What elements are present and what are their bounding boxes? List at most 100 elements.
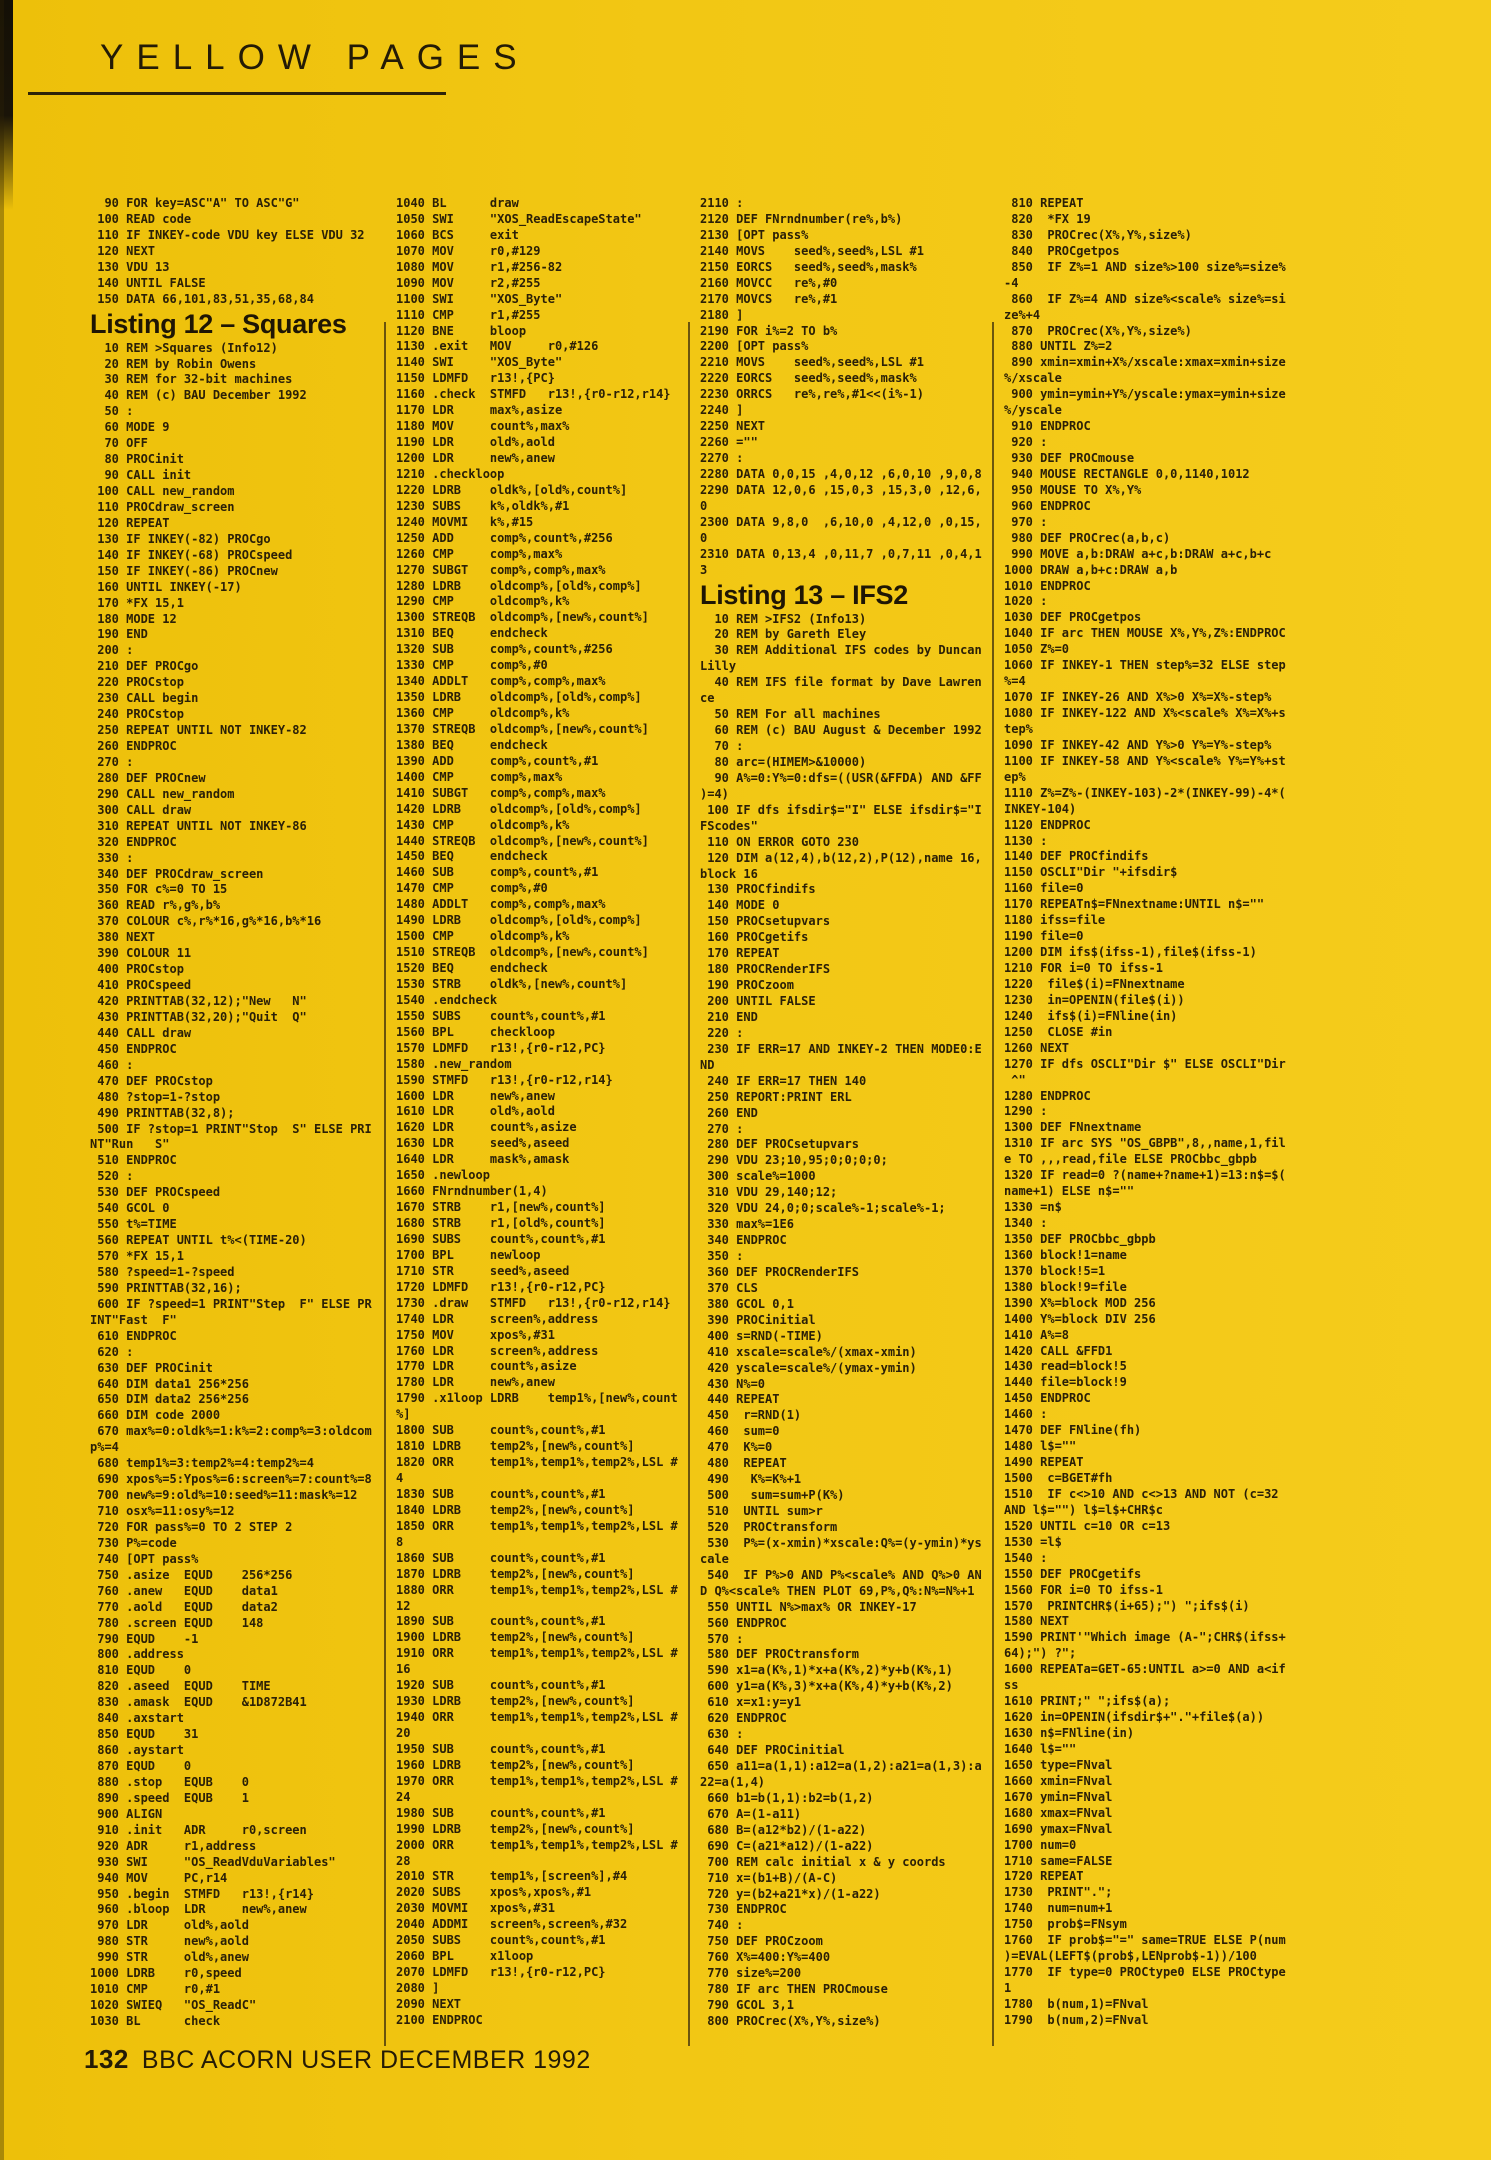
code-line: %]: [396, 1407, 411, 1422]
code-line: 150 DATA 66,101,83,51,35,68,84: [90, 291, 314, 306]
code-line: 10 REM >Squares (Info12): [90, 340, 278, 355]
code-line: 180 MODE 12: [90, 611, 177, 626]
code-line: 1450 BEQ endcheck: [396, 849, 548, 864]
code-line: 310 VDU 29,140;12;: [700, 1185, 838, 1200]
code-line: 1270 SUBGT comp%,comp%,max%: [396, 562, 606, 577]
code-line: 1670 STRB r1,[new%,count%]: [396, 1200, 606, 1215]
code-line: 360 DEF PROCRenderIFS: [700, 1264, 859, 1279]
code-line: 12: [396, 1598, 411, 1613]
code-line: 1060 BCS exit: [396, 227, 519, 242]
code-line: 2240 ]: [700, 403, 744, 418]
code-line: 960 .bloop LDR new%,anew: [90, 1902, 307, 1917]
code-line: 890 .speed EQUB 1: [90, 1790, 249, 1805]
code-line: cale: [700, 1551, 729, 1566]
code-line: 1730 PRINT".";: [1004, 1885, 1113, 1900]
code-line: 1190 LDR old%,aold: [396, 435, 555, 450]
code-line: 2030 MOVMI xpos%,#31: [396, 1901, 555, 1916]
code-line: 1320 SUB comp%,count%,#256: [396, 642, 613, 657]
code-line: 420 yscale=scale%/(ymax-ymin): [700, 1360, 917, 1375]
page-title: YELLOW PAGES: [100, 38, 530, 77]
code-line: 610 ENDPROC: [90, 1328, 177, 1343]
code-line: 1900 LDRB temp2%,[new%,count%]: [396, 1630, 635, 1645]
code-line: )=4): [700, 786, 729, 801]
code-line: 400 s=RND(-TIME): [700, 1328, 823, 1343]
code-line: 90 A%=0:Y%=0:dfs=((USR(&FFDA) AND &FF: [700, 770, 982, 785]
code-line: 50 :: [90, 404, 134, 419]
code-line: 550 UNTIL N%>max% OR INKEY-17: [700, 1599, 917, 1614]
code-line: 1150 OSCLI"Dir "+ifsdir$: [1004, 865, 1178, 880]
code-line: 290 CALL new_random: [90, 786, 235, 801]
code-block: 2110 :2120 DEF FNrndnumber(re%,b%) 2130 […: [700, 196, 1000, 579]
code-line: 1400 CMP comp%,max%: [396, 769, 563, 784]
code-line: 1200 LDR new%,anew: [396, 451, 555, 465]
code-line: 200 :: [90, 643, 134, 658]
code-line: 1710 same=FALSE: [1004, 1853, 1113, 1868]
code-line: ze%+4: [1004, 307, 1041, 322]
code-line: 1690 ymax=FNval: [1004, 1821, 1113, 1836]
code-line: 1070 MOV r0,#129: [396, 243, 541, 258]
code-line: 210 DEF PROCgo: [90, 659, 199, 674]
code-line: 600 IF ?speed=1 PRINT"Step F" ELSE PR: [90, 1296, 372, 1311]
code-line: 270 :: [700, 1121, 744, 1136]
code-line: 1040 IF arc THEN MOUSE X%,Y%,Z%:ENDPROC: [1004, 626, 1286, 641]
code-line: 320 ENDPROC: [90, 834, 177, 849]
code-line: 140 UNTIL FALSE: [90, 275, 206, 290]
code-line: 2040 ADDMI screen%,screen%,#32: [396, 1917, 628, 1932]
code-line: 60 MODE 9: [90, 420, 170, 435]
code-line: 480 REPEAT: [700, 1456, 787, 1471]
code-line: 90 FOR key=ASC"A" TO ASC"G": [90, 196, 300, 210]
code-line: 1680 xmax=FNval: [1004, 1805, 1113, 1820]
code-line: 490 K%=K%+1: [700, 1472, 802, 1487]
code-line: 30 REM for 32-bit machines: [90, 372, 293, 387]
code-line: 690 xpos%=5:Ypos%=6:screen%=7:count%=8: [90, 1472, 372, 1487]
code-line: 2280 DATA 0,0,15 ,4,0,12 ,6,0,10 ,9,0,8: [700, 466, 982, 481]
code-line: 190 PROCzoom: [700, 978, 794, 993]
code-line: 250 REPEAT UNTIL NOT INKEY-82: [90, 723, 307, 738]
code-line: 1020 SWIEQ "OS_ReadC": [90, 1998, 257, 2013]
code-line: 1600 LDR new%,anew: [396, 1088, 555, 1103]
code-line: 2130 [OPT pass%: [700, 227, 809, 242]
code-line: 1870 LDRB temp2%,[new%,count%]: [396, 1566, 635, 1581]
code-line: NT"Run S": [90, 1137, 170, 1152]
code-line: 770 size%=200: [700, 1966, 802, 1981]
code-line: 660 b1=b(1,1):b2=b(1,2): [700, 1790, 874, 1805]
code-line: 1510 IF c<>10 AND c<>13 AND NOT (c=32: [1004, 1486, 1279, 1501]
code-line: 130 PROCfindifs: [700, 882, 816, 897]
code-line: 2170 MOVCS re%,#1: [700, 291, 838, 306]
code-line: 720 y=(b2+a21*x)/(1-a22): [700, 1886, 881, 1901]
code-line: 1500 c=BGET#fh: [1004, 1471, 1113, 1485]
code-line: 1060 IF INKEY-1 THEN step%=32 ELSE step: [1004, 658, 1286, 673]
code-line: 510 ENDPROC: [90, 1153, 177, 1168]
code-line: 1080 IF INKEY-122 AND X%<scale% X%=X%+s: [1004, 706, 1286, 720]
code-line: 2100 ENDPROC: [396, 2012, 483, 2027]
code-line: 2070 LDMFD r13!,{r0-r12,PC}: [396, 1965, 606, 1980]
code-line: 1650 type=FNval: [1004, 1757, 1113, 1772]
code-line: 210 END: [700, 1009, 758, 1024]
code-line: 2220 EORCS seed%,seed%,mask%: [700, 371, 917, 386]
code-line: 3: [700, 562, 708, 577]
code-line: 730 ENDPROC: [700, 1902, 787, 1917]
code-line: 1440 file=block!9: [1004, 1375, 1127, 1390]
code-line: 960 ENDPROC: [1004, 498, 1091, 513]
listing-heading: Listing 13 – IFS2: [700, 579, 908, 610]
code-line: 310 REPEAT UNTIL NOT INKEY-86: [90, 818, 307, 833]
code-line: ^": [1004, 1072, 1026, 1087]
code-line: 1090 IF INKEY-42 AND Y%>0 Y%=Y%-step%: [1004, 737, 1272, 752]
code-line: 1690 SUBS count%,count%,#1: [396, 1231, 606, 1246]
code-line: 450 r=RND(1): [700, 1408, 802, 1423]
code-line: 1240 MOVMI k%,#15: [396, 514, 534, 529]
code-line: 120 REPEAT: [90, 515, 170, 530]
code-line: 1540 .endcheck: [396, 992, 498, 1007]
code-line: 1480 ADDLT comp%,comp%,max%: [396, 897, 606, 912]
code-line: 1120 BNE bloop: [396, 323, 527, 338]
code-line: 1920 SUB count%,count%,#1: [396, 1678, 606, 1693]
code-line: 2210 MOVS seed%,seed%,LSL #1: [700, 355, 924, 370]
code-line: 2180 ]: [700, 307, 744, 322]
code-line: 20 REM by Gareth Eley: [700, 627, 867, 642]
code-line: 810 EQUD 0: [90, 1663, 192, 1678]
code-line: 280 DEF PROCsetupvars: [700, 1137, 859, 1152]
code-line: 110 PROCdraw_screen: [90, 499, 235, 514]
code-line: 1100 SWI "XOS_Byte": [396, 291, 563, 306]
code-line: D Q%<scale% THEN PLOT 69,P%,Q%:N%=N%+1: [700, 1583, 975, 1598]
code-line: 40 REM (c) BAU December 1992: [90, 388, 307, 403]
